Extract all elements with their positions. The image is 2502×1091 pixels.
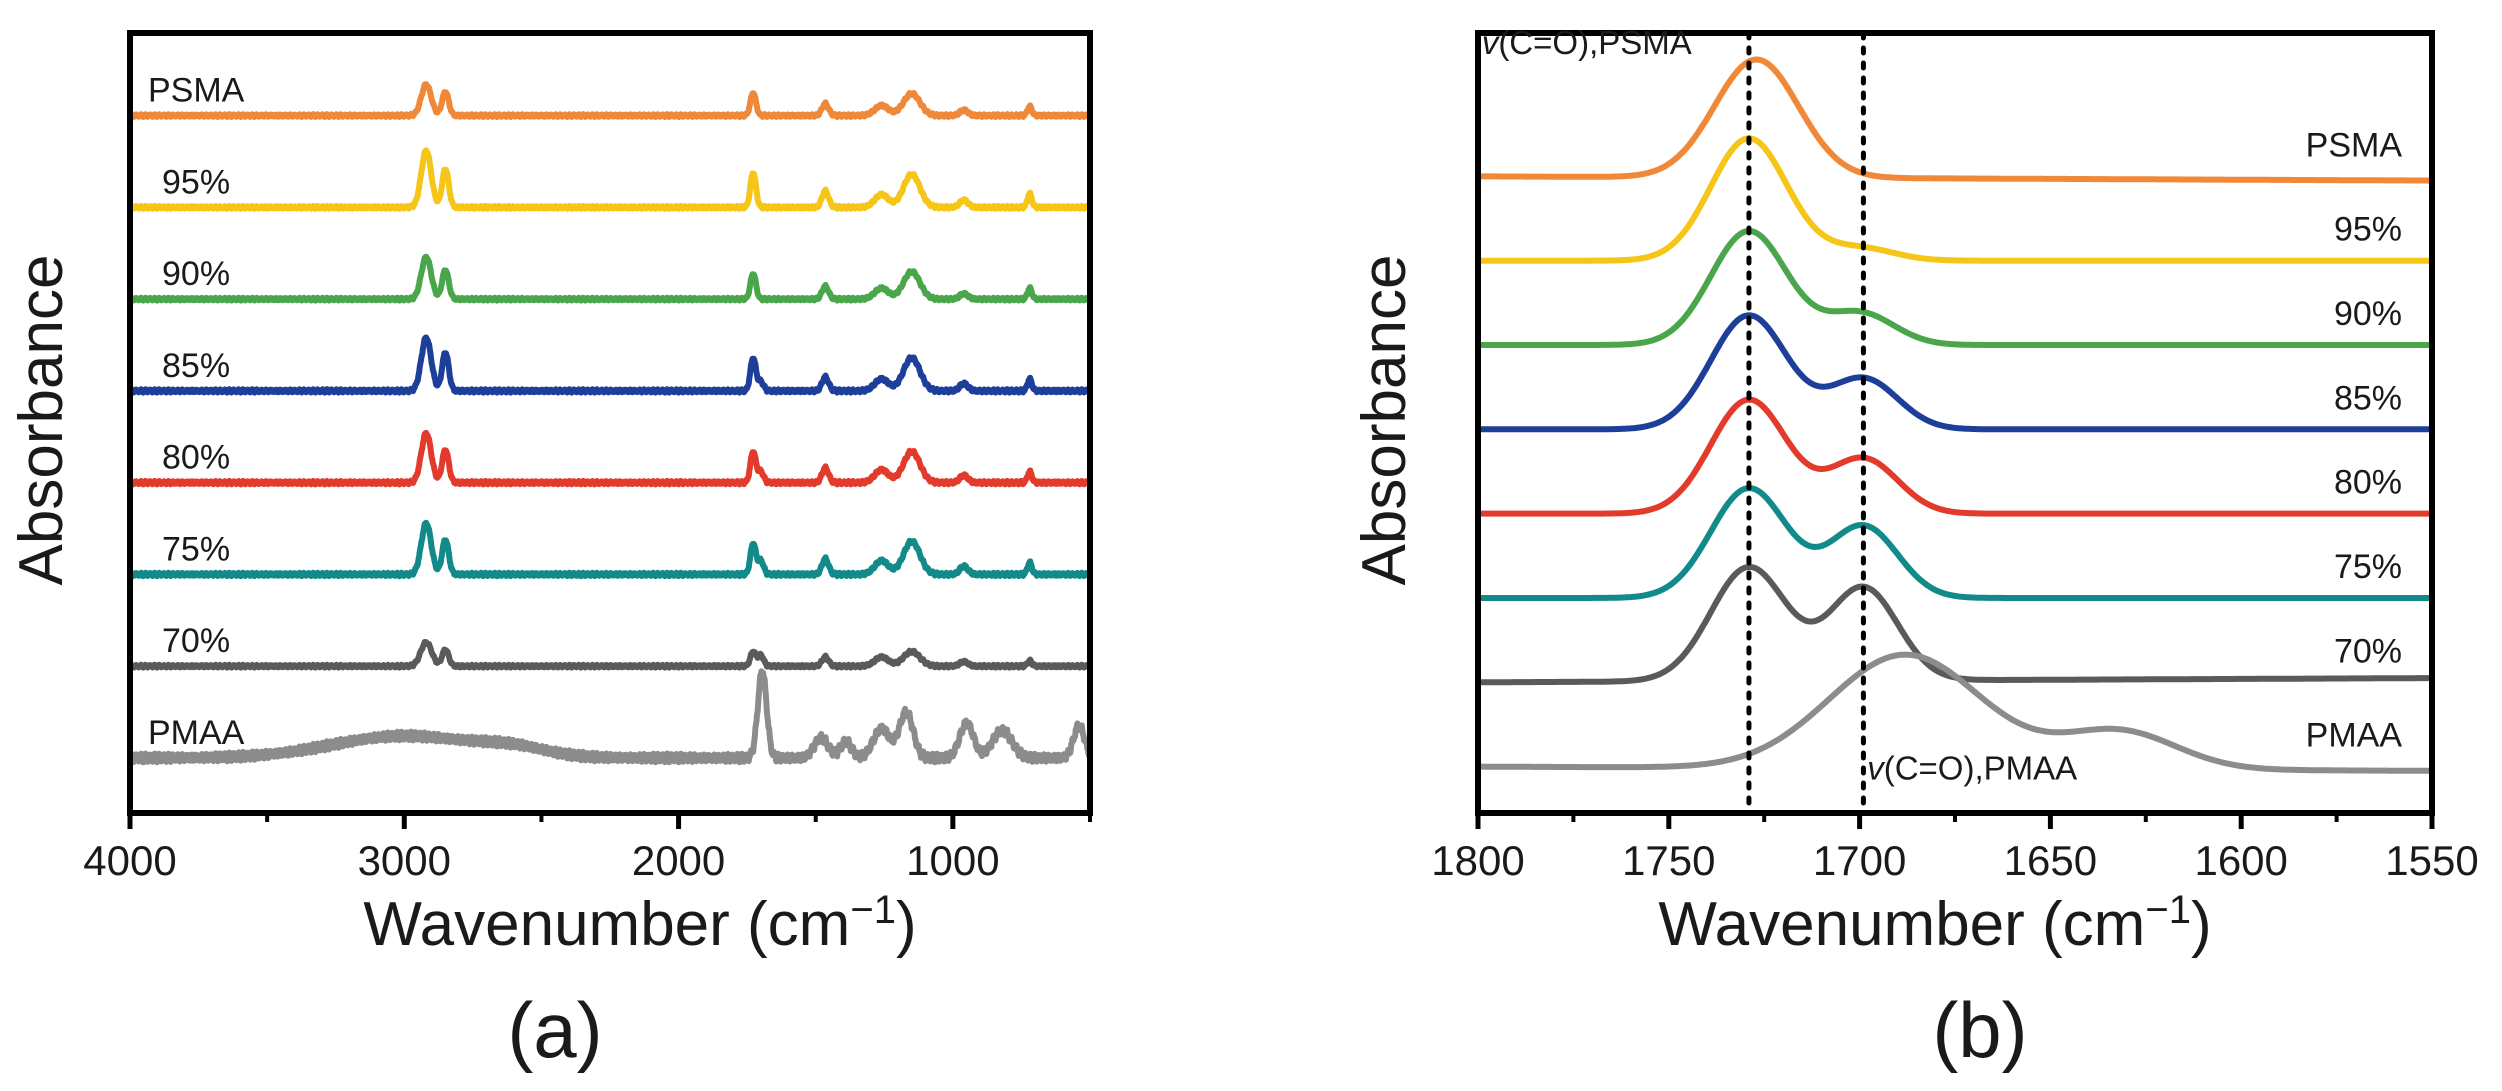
panel-a-x-axis-title-main: Wavenumber (cm [363,890,850,959]
panel-a-series-95pct [127,147,1093,212]
panel-a-series-80pct [127,429,1093,488]
panel-b-series [1475,56,2435,774]
panel-a-series-label-75pct: 75% [162,530,230,568]
panel-b-series-80pct [1475,396,2435,517]
panel-b-label: (b) [1932,986,2027,1074]
panel-a-x-axis-title-sup: −1 [850,888,896,932]
panel-b-x-tick-label-1750: 1750 [1622,837,1715,884]
panel-b-x-ticks: 1800 1750 1700 1650 1600 1550 [1431,813,2479,884]
panel-b-x-axis-title-sup: −1 [2145,888,2191,932]
panel-b-y-axis-title: Absorbance [1350,255,1419,586]
panel-b-plot-frame [1475,30,2435,816]
panel-a-series-psma [127,81,1093,121]
panel-a-series-label-80pct: 80% [162,439,230,477]
panel-b-x-tick-label-1550: 1550 [2385,837,2478,884]
panel-b-annotation-psma-italic: v [1482,24,1501,61]
panel-b-series-label-psma: PSMA [2306,126,2403,164]
panel-a-x-tick-label-1000: 1000 [906,837,999,884]
panel-b-x-axis-title-close: ) [2191,890,2212,959]
panel-b-series-85pct [1475,312,2435,433]
panel-b-series-label-80pct: 80% [2334,464,2402,502]
panel-a-chart: PSMA 95% 90% 85% 80% 75% 70% PMAA 4000 3000 2000 1… [7,30,1093,1074]
panel-b-series-90pct [1475,228,2435,348]
panel-a-x-tick-label-3000: 3000 [358,837,451,884]
panel-b-series-pmaa [1475,651,2435,774]
panel-b-series-label-90pct: 90% [2334,295,2402,333]
panel-b-x-tick-label-1650: 1650 [2004,837,2097,884]
panel-b-x-axis-title-main: Wavenumber (cm [1658,890,2145,959]
panel-a-series-labels: PSMA 95% 90% 85% 80% 75% 70% PMAA [148,72,245,752]
panel-a-series-90pct [127,253,1093,304]
panel-b-series-label-85pct: 85% [2334,379,2402,417]
panel-a-label: (a) [507,986,602,1074]
panel-b-x-tick-label-1800: 1800 [1431,837,1524,884]
panel-a-x-ticks: 4000 3000 2000 1000 [83,813,1092,884]
panel-b-reference-lines [1746,30,1866,816]
panel-a-series [127,81,1093,766]
panel-b-annotation-psma-text: (C=O),PSMA [1498,24,1691,61]
panel-a-series-pmaa [127,668,1093,766]
panel-b-annotation-psma: v(C=O),PSMA [1482,24,1692,61]
panel-b-series-70pct [1475,563,2435,686]
panel-a-x-tick-label-4000: 4000 [83,837,176,884]
panel-b-series-95pct [1475,135,2435,264]
panel-b-annotation-pmaa-italic: v [1867,749,1886,786]
panel-a-x-axis-title: Wavenumber (cm−1) [363,888,916,959]
panel-b-series-75pct [1475,485,2435,601]
panel-b-x-tick-label-1600: 1600 [2194,837,2287,884]
panel-b-series-psma [1475,56,2435,184]
panel-b-annotation-pmaa-text: (C=O),PMAA [1884,749,2077,786]
panel-b-series-label-95pct: 95% [2334,211,2402,249]
panel-a-series-70pct [127,639,1093,671]
panel-a-series-label-70pct: 70% [162,622,230,660]
panel-a-series-label-85pct: 85% [162,347,230,385]
panel-a-x-tick-label-2000: 2000 [632,837,725,884]
panel-a-series-85pct [127,334,1093,396]
panel-b-series-label-70pct: 70% [2334,632,2402,670]
panel-b-annotation-pmaa: v(C=O),PMAA [1867,749,2077,786]
panel-b-x-tick-label-1700: 1700 [1813,837,1906,884]
panel-a-y-axis-title: Absorbance [7,255,76,586]
panel-a-series-label-90pct: 90% [162,255,230,293]
panel-b-series-labels: PSMA 95% 90% 85% 80% 75% 70% PMAA [2306,126,2403,754]
panel-a-series-label-pmaa: PMAA [148,714,245,752]
panel-b-x-axis-title: Wavenumber (cm−1) [1658,888,2211,959]
panel-a-series-label-psma: PSMA [148,72,245,110]
panel-a-plot-frame [127,30,1093,816]
panel-b-series-label-pmaa: PMAA [2306,717,2403,755]
panel-a-series-75pct [127,519,1093,580]
panel-a-series-label-95pct: 95% [162,163,230,201]
panel-b-series-label-75pct: 75% [2334,548,2402,586]
panel-a-x-axis-title-close: ) [896,890,917,959]
